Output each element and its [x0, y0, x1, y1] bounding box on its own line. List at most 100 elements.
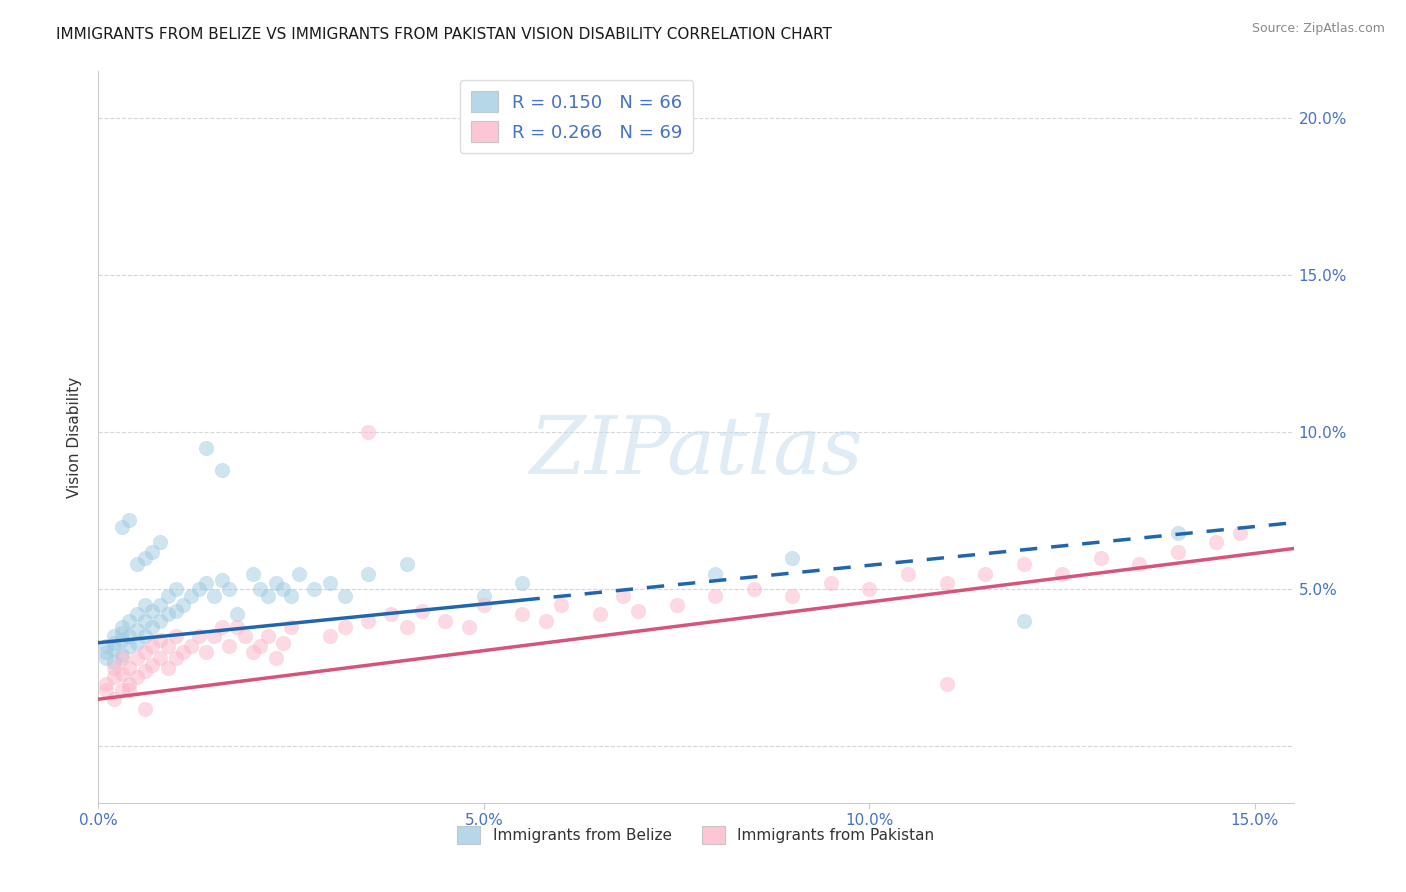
Point: [1205, 535, 1227, 549]
Point: [110, 651, 132, 665]
Point: [149, 535, 172, 549]
Point: [118, 513, 141, 527]
Legend: Immigrants from Belize, Immigrants from Pakistan: Immigrants from Belize, Immigrants from …: [451, 820, 941, 850]
Point: [103, 629, 125, 643]
Point: [858, 582, 880, 597]
Point: [534, 614, 557, 628]
Point: [280, 620, 302, 634]
Point: [165, 582, 187, 597]
Point: [103, 692, 125, 706]
Point: [333, 620, 356, 634]
Point: [202, 629, 225, 643]
Y-axis label: Vision Disability: Vision Disability: [67, 376, 83, 498]
Point: [395, 620, 418, 634]
Point: [118, 614, 141, 628]
Point: [273, 636, 295, 650]
Point: [218, 639, 240, 653]
Point: [357, 425, 380, 440]
Point: [110, 648, 132, 663]
Point: [134, 598, 156, 612]
Point: [211, 463, 233, 477]
Point: [257, 589, 280, 603]
Point: [165, 604, 187, 618]
Point: [242, 566, 264, 581]
Point: [103, 661, 125, 675]
Text: ZIPatlas: ZIPatlas: [529, 413, 863, 491]
Point: [94, 682, 117, 697]
Point: [935, 676, 957, 690]
Point: [195, 645, 218, 659]
Point: [149, 614, 172, 628]
Point: [226, 620, 249, 634]
Point: [226, 607, 249, 622]
Point: [218, 582, 240, 597]
Point: [550, 598, 572, 612]
Text: Source: ZipAtlas.com: Source: ZipAtlas.com: [1251, 22, 1385, 36]
Point: [357, 614, 380, 628]
Point: [820, 576, 842, 591]
Point: [134, 664, 156, 678]
Point: [187, 629, 209, 643]
Point: [103, 670, 125, 684]
Point: [264, 651, 287, 665]
Point: [141, 657, 163, 672]
Point: [935, 576, 957, 591]
Point: [149, 651, 172, 665]
Point: [357, 566, 380, 581]
Point: [249, 639, 271, 653]
Point: [110, 667, 132, 681]
Point: [380, 607, 402, 622]
Point: [125, 558, 148, 572]
Point: [319, 576, 342, 591]
Point: [134, 550, 156, 565]
Point: [118, 661, 141, 675]
Point: [187, 582, 209, 597]
Point: [588, 607, 610, 622]
Point: [1167, 525, 1189, 540]
Point: [612, 589, 634, 603]
Point: [156, 589, 179, 603]
Point: [172, 598, 194, 612]
Point: [110, 620, 132, 634]
Point: [512, 607, 534, 622]
Point: [211, 620, 233, 634]
Point: [280, 589, 302, 603]
Point: [149, 632, 172, 647]
Point: [264, 576, 287, 591]
Point: [665, 598, 688, 612]
Point: [103, 655, 125, 669]
Point: [233, 629, 256, 643]
Point: [125, 670, 148, 684]
Point: [704, 566, 727, 581]
Point: [125, 636, 148, 650]
Point: [156, 639, 179, 653]
Point: [411, 604, 433, 618]
Point: [974, 566, 997, 581]
Point: [897, 566, 920, 581]
Point: [333, 589, 356, 603]
Point: [118, 629, 141, 643]
Point: [288, 566, 311, 581]
Point: [249, 582, 271, 597]
Point: [742, 582, 765, 597]
Point: [704, 589, 727, 603]
Point: [103, 642, 125, 657]
Point: [118, 676, 141, 690]
Point: [110, 682, 132, 697]
Point: [165, 651, 187, 665]
Point: [319, 629, 342, 643]
Point: [141, 639, 163, 653]
Point: [434, 614, 457, 628]
Point: [110, 632, 132, 647]
Point: [395, 558, 418, 572]
Point: [110, 626, 132, 640]
Point: [457, 620, 479, 634]
Point: [1128, 558, 1150, 572]
Point: [1090, 550, 1112, 565]
Point: [257, 629, 280, 643]
Point: [472, 598, 495, 612]
Point: [202, 589, 225, 603]
Point: [1012, 558, 1035, 572]
Point: [141, 604, 163, 618]
Point: [134, 614, 156, 628]
